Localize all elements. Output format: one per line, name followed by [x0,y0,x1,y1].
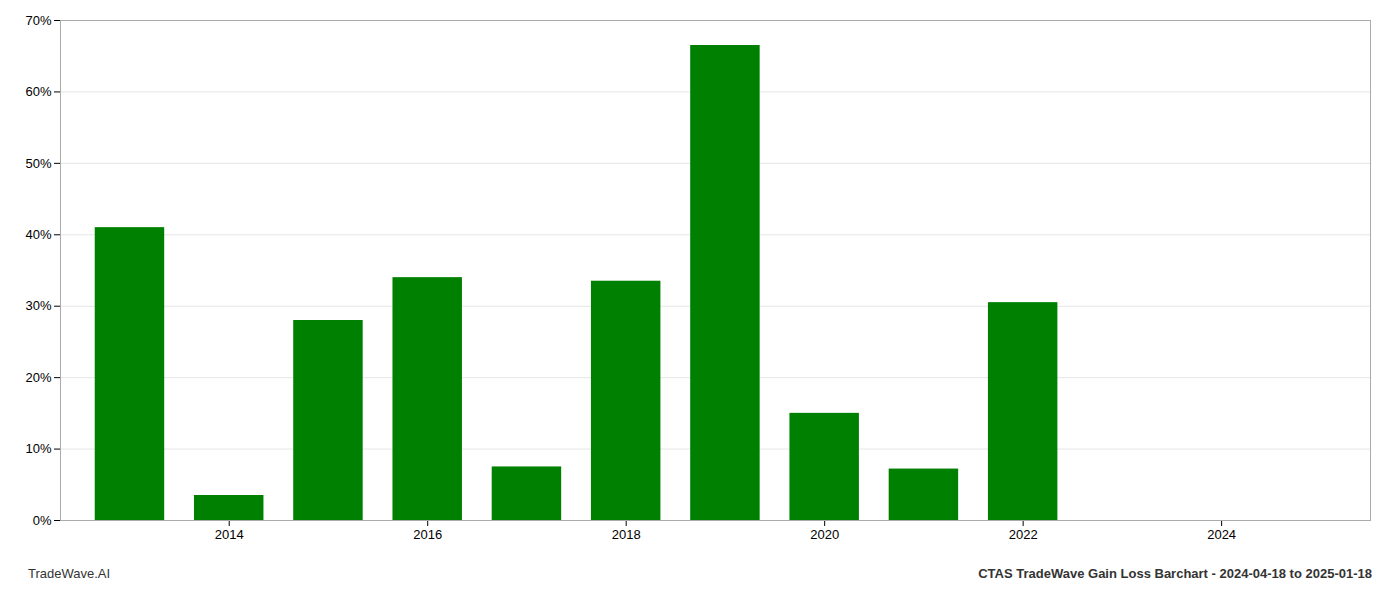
svg-text:10%: 10% [25,441,51,456]
svg-text:2018: 2018 [612,527,641,542]
svg-text:2022: 2022 [1009,527,1038,542]
svg-text:70%: 70% [25,13,51,28]
svg-text:40%: 40% [25,227,51,242]
svg-text:2020: 2020 [810,527,839,542]
svg-text:30%: 30% [25,298,51,313]
svg-text:2016: 2016 [413,527,442,542]
svg-text:2014: 2014 [215,527,244,542]
svg-text:50%: 50% [25,156,51,171]
html-text:TradeWave.AI: TradeWave.AI [28,566,111,581]
svg-text:20%: 20% [25,370,51,385]
html-text:CTAS TradeWave Gain Loss Barch: CTAS TradeWave Gain Loss Barchart - 2024… [978,566,1372,581]
svg-text:0%: 0% [33,513,52,528]
svg-text:2024: 2024 [1207,527,1236,542]
svg-text:60%: 60% [25,84,51,99]
